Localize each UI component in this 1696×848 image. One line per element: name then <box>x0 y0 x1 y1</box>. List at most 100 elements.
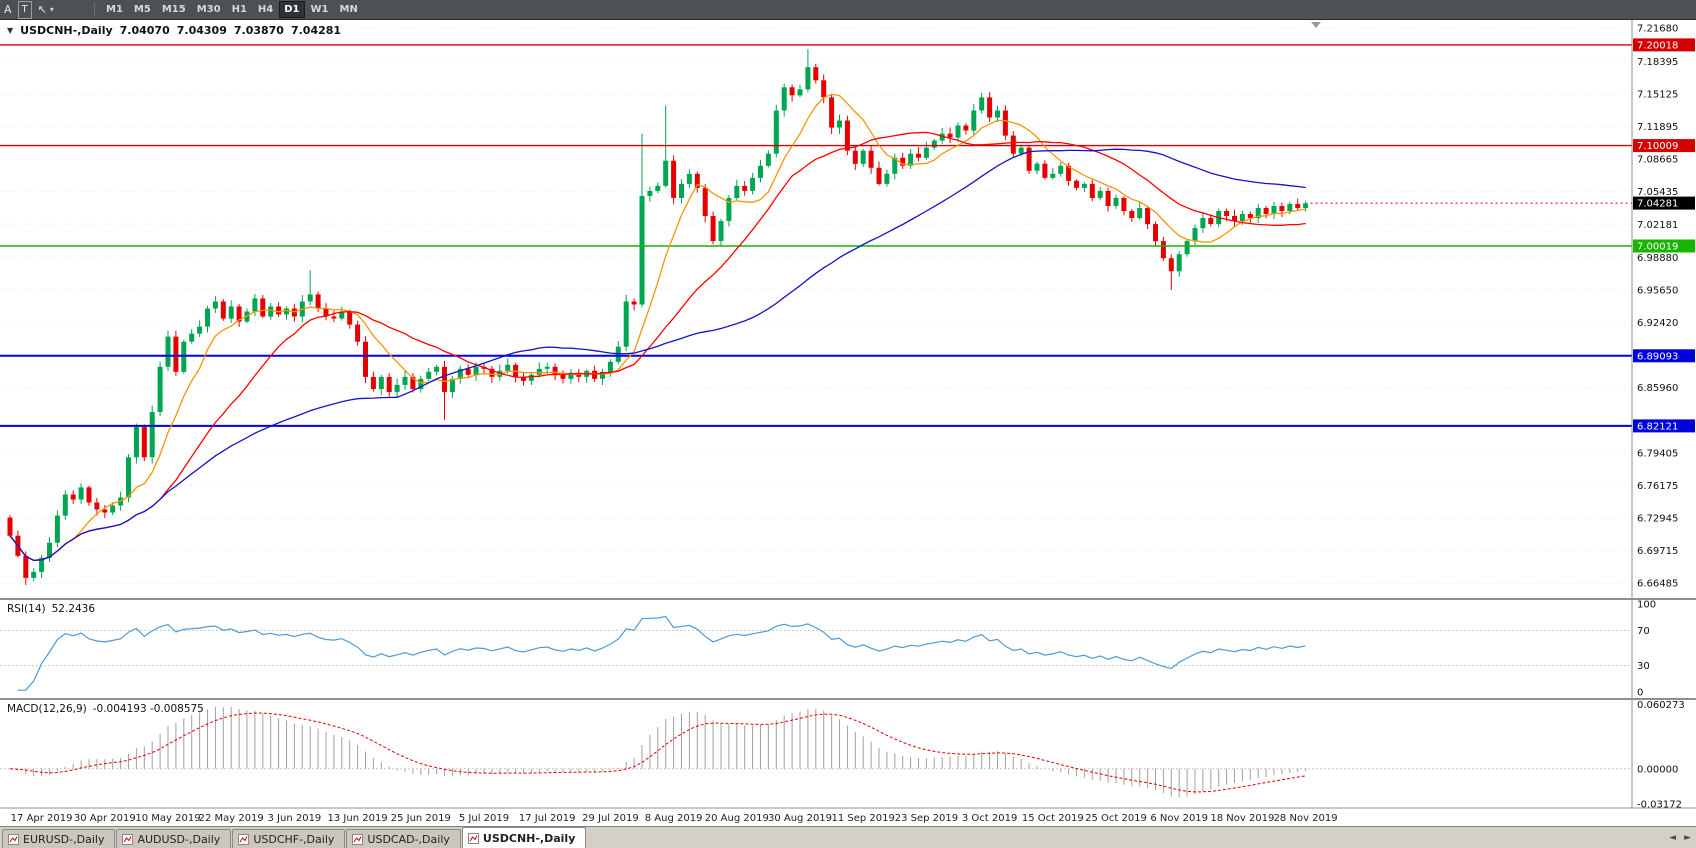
tab-scroll-left-button[interactable]: ◄ <box>1669 833 1677 843</box>
chart-tab-label: EURUSD-,Daily <box>23 832 105 846</box>
chart-tab-audusddaily[interactable]: AUDUSD-,Daily <box>116 829 232 848</box>
chart-tab-label: AUDUSD-,Daily <box>137 832 221 846</box>
svg-text:7.18395: 7.18395 <box>1637 57 1678 68</box>
svg-text:5 Jul 2019: 5 Jul 2019 <box>459 813 509 824</box>
svg-text:17 Jul 2019: 17 Jul 2019 <box>519 813 576 824</box>
candles[interactable] <box>7 49 1309 585</box>
svg-text:20 Aug 2019: 20 Aug 2019 <box>705 813 769 824</box>
text-tool[interactable]: T <box>17 0 32 19</box>
macd-histogram <box>17 706 1307 798</box>
svg-text:7.08665: 7.08665 <box>1637 155 1678 166</box>
timeframe-m15-button[interactable]: M15 <box>161 4 186 15</box>
font-tool[interactable]: A <box>4 2 12 16</box>
svg-text:7.04281: 7.04281 <box>1637 199 1678 210</box>
rsi-line <box>17 615 1306 691</box>
rsi-levels <box>0 629 1632 667</box>
collapse-indicator-icon[interactable]: ▼ <box>7 26 14 35</box>
chart-shift-marker[interactable] <box>1311 22 1321 28</box>
ohlc-low: 7.03870 <box>233 24 284 37</box>
timeframe-group: M1 M5 M15 M30 H1 H4 D1 W1 MN <box>101 1 363 18</box>
chart-tab-label: USDCHF-,Daily <box>253 832 335 846</box>
horizontal-lines[interactable] <box>0 44 1632 427</box>
svg-text:70: 70 <box>1637 626 1650 637</box>
svg-text:28 Nov 2019: 28 Nov 2019 <box>1274 813 1338 824</box>
chart-tab-label: USDCAD-,Daily <box>367 832 450 846</box>
hline-price-badge: 7.10009 <box>1633 139 1695 153</box>
svg-text:30: 30 <box>1637 661 1650 672</box>
chart-title-bar: ▼ USDCNH-,Daily 7.04070 7.04309 7.03870 … <box>7 24 341 37</box>
svg-text:7.15125: 7.15125 <box>1637 90 1678 101</box>
toolbar-tools-group: A T ↖ ▾ <box>4 0 88 19</box>
svg-text:6.76175: 6.76175 <box>1637 481 1678 492</box>
timeframe-d1-button[interactable]: D1 <box>279 1 305 18</box>
chart-tab-icon <box>238 833 250 845</box>
chart-tabs: EURUSD-,Daily AUDUSD-,Daily USDCHF-,Daily U… <box>2 826 587 848</box>
chart-tab-bar: EURUSD-,Daily AUDUSD-,Daily USDCHF-,Daily U… <box>0 826 1696 848</box>
svg-text:100: 100 <box>1637 600 1656 611</box>
svg-text:3 Oct 2019: 3 Oct 2019 <box>962 813 1017 824</box>
svg-text:8 Aug 2019: 8 Aug 2019 <box>645 813 703 824</box>
timeframe-w1-button[interactable]: W1 <box>310 4 329 15</box>
svg-text:6.98880: 6.98880 <box>1637 253 1678 264</box>
svg-text:3 Jun 2019: 3 Jun 2019 <box>268 813 322 824</box>
ma-line-20 <box>9 131 1306 561</box>
timeframe-m30-button[interactable]: M30 <box>196 4 221 15</box>
svg-text:7.05435: 7.05435 <box>1637 187 1678 198</box>
timeframe-mn-button[interactable]: MN <box>339 4 358 15</box>
pane-separators[interactable] <box>0 598 1696 700</box>
timeframe-m5-button[interactable]: M5 <box>133 4 151 15</box>
chart-tab-usdcnhdaily[interactable]: USDCNH-,Daily <box>461 827 587 848</box>
axis-labels: 7.21680 7.18395 7.15125 7.11895 7.08665 7.054… <box>1637 24 1685 811</box>
macd-signal-line <box>9 712 1306 793</box>
svg-text:7.20018: 7.20018 <box>1637 40 1678 51</box>
svg-text:7.10009: 7.10009 <box>1637 141 1678 152</box>
svg-text:11 Sep 2019: 11 Sep 2019 <box>832 813 895 824</box>
macd-pane <box>0 706 1632 798</box>
ma-line-8 <box>9 93 1306 561</box>
current-price-badge: 7.04281 <box>1633 196 1695 210</box>
svg-text:7.21680: 7.21680 <box>1637 24 1678 35</box>
chart-tab-icon <box>122 833 134 845</box>
macd-label: MACD(12,26,9) -0.004193 -0.008575 <box>7 703 204 715</box>
svg-text:29 Jul 2019: 29 Jul 2019 <box>582 813 639 824</box>
svg-text:30 Aug 2019: 30 Aug 2019 <box>768 813 832 824</box>
svg-text:23 Sep 2019: 23 Sep 2019 <box>895 813 958 824</box>
chart-tab-usdcaddaily[interactable]: USDCAD-,Daily <box>346 829 461 848</box>
tools-dropdown-caret[interactable]: ▾ <box>49 4 54 14</box>
svg-text:6.82121: 6.82121 <box>1637 421 1678 432</box>
cursor-tool[interactable]: ↖ <box>37 2 47 16</box>
chart-tab-icon <box>352 833 364 845</box>
svg-text:0.060273: 0.060273 <box>1637 700 1685 711</box>
svg-text:15 Oct 2019: 15 Oct 2019 <box>1022 813 1084 824</box>
svg-text:22 May 2019: 22 May 2019 <box>199 813 264 824</box>
ohlc-high: 7.04309 <box>176 24 227 37</box>
svg-text:6.69715: 6.69715 <box>1637 546 1678 557</box>
svg-text:7.00019: 7.00019 <box>1637 242 1678 253</box>
svg-text:7.11895: 7.11895 <box>1637 122 1678 133</box>
svg-text:6 Nov 2019: 6 Nov 2019 <box>1150 813 1208 824</box>
hline-price-badge: 7.00019 <box>1633 239 1695 253</box>
price-badges: 7.20018 7.10009 7.00019 6.89093 6.82121 7.042… <box>1633 38 1695 433</box>
chart-tab-eurusddaily[interactable]: EURUSD-,Daily <box>2 829 116 848</box>
timeframe-h1-button[interactable]: H1 <box>231 4 247 15</box>
rsi-indicator-name: RSI(14) <box>7 603 46 615</box>
price-grid <box>0 27 1632 584</box>
tab-scroll-right-button[interactable]: ► <box>1684 833 1691 843</box>
chart-tab-icon <box>467 832 479 844</box>
macd-indicator-value: -0.004193 -0.008575 <box>92 703 204 715</box>
tab-scroll-controls: ◄ ► <box>1669 827 1691 848</box>
chart-tab-usdchfdaily[interactable]: USDCHF-,Daily <box>232 829 346 848</box>
moving-averages <box>9 93 1306 561</box>
chart-symbol-period: USDCNH-,Daily <box>20 24 113 37</box>
svg-text:18 Nov 2019: 18 Nov 2019 <box>1210 813 1274 824</box>
svg-text:6.72945: 6.72945 <box>1637 514 1678 525</box>
svg-text:25 Oct 2019: 25 Oct 2019 <box>1085 813 1147 824</box>
svg-text:0.00000: 0.00000 <box>1637 764 1678 775</box>
toolbar-separator <box>94 2 95 17</box>
svg-text:17 Apr 2019: 17 Apr 2019 <box>11 813 73 824</box>
timeframe-h4-button[interactable]: H4 <box>257 4 274 15</box>
timeframe-m1-button[interactable]: M1 <box>106 4 123 15</box>
